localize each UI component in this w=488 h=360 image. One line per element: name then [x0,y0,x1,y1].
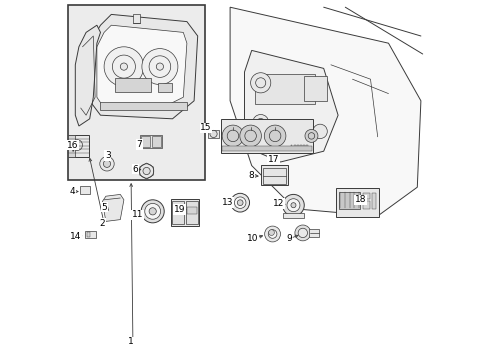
Bar [158,83,172,92]
Circle shape [103,160,110,167]
Bar [170,199,199,226]
Text: 15: 15 [200,123,211,132]
Bar [300,145,301,149]
Bar [172,201,184,224]
Circle shape [250,73,270,93]
Bar [303,145,305,149]
Bar [80,186,89,194]
Circle shape [290,203,295,208]
Polygon shape [89,14,197,119]
Circle shape [139,164,153,178]
Polygon shape [102,194,123,221]
Circle shape [142,49,178,85]
Polygon shape [97,25,186,108]
Text: 4: 4 [69,187,75,196]
Polygon shape [244,50,337,162]
Bar [296,145,298,149]
Circle shape [149,208,156,215]
Text: 14: 14 [69,233,81,241]
Circle shape [298,228,307,238]
Bar [363,201,370,209]
Circle shape [230,193,249,212]
Circle shape [144,203,160,219]
Circle shape [141,200,164,223]
Circle shape [209,130,217,138]
Text: 10: 10 [246,234,258,243]
Circle shape [237,200,243,206]
Text: 8: 8 [247,171,253,180]
Bar [336,188,378,217]
Text: 17: 17 [267,154,279,163]
Polygon shape [230,7,420,216]
Circle shape [286,199,299,212]
Bar [222,146,311,151]
Circle shape [264,125,285,147]
Circle shape [239,125,261,147]
Bar [115,78,151,92]
Text: 1: 1 [128,338,134,346]
Text: 3: 3 [104,151,110,160]
Bar [293,145,295,149]
Circle shape [104,47,143,86]
Bar [306,145,307,149]
Bar [290,145,292,149]
Text: 12: 12 [273,199,284,208]
Bar [85,231,96,238]
Bar [140,135,162,148]
Bar [262,168,285,184]
Circle shape [264,226,280,242]
Circle shape [72,140,82,150]
Circle shape [305,130,317,143]
Text: 2: 2 [99,219,105,228]
Bar [371,193,375,209]
Bar [255,74,314,104]
Text: 13: 13 [221,198,232,207]
Circle shape [120,63,127,70]
Bar [133,14,140,23]
Bar [303,76,326,101]
Bar [141,136,150,147]
Bar [68,5,204,180]
Text: 7: 7 [136,140,142,149]
Circle shape [222,125,244,147]
Circle shape [312,124,326,139]
Circle shape [142,167,150,175]
Text: 5: 5 [101,202,107,211]
Circle shape [268,230,276,238]
Text: 11: 11 [131,210,142,219]
Bar [185,201,197,224]
Text: 19: 19 [174,205,185,214]
Circle shape [100,157,114,171]
Bar [68,135,75,157]
Bar [87,232,90,237]
Bar [68,135,89,157]
Circle shape [282,194,304,216]
Bar [101,102,186,110]
Circle shape [234,197,245,208]
Bar [208,130,218,138]
Bar [186,207,196,214]
Circle shape [156,63,163,70]
Text: 9: 9 [285,234,291,243]
Bar [338,192,360,209]
Circle shape [268,230,274,235]
Bar [282,213,304,218]
Bar [309,229,319,237]
Bar [221,119,312,153]
Text: 6: 6 [132,165,138,174]
Bar [363,193,370,199]
Circle shape [252,114,268,130]
Text: 18: 18 [354,195,366,204]
Bar [173,207,183,214]
Bar [260,165,287,185]
Polygon shape [75,25,101,126]
Text: 16: 16 [66,140,78,150]
Bar [151,136,160,147]
Circle shape [294,225,310,241]
